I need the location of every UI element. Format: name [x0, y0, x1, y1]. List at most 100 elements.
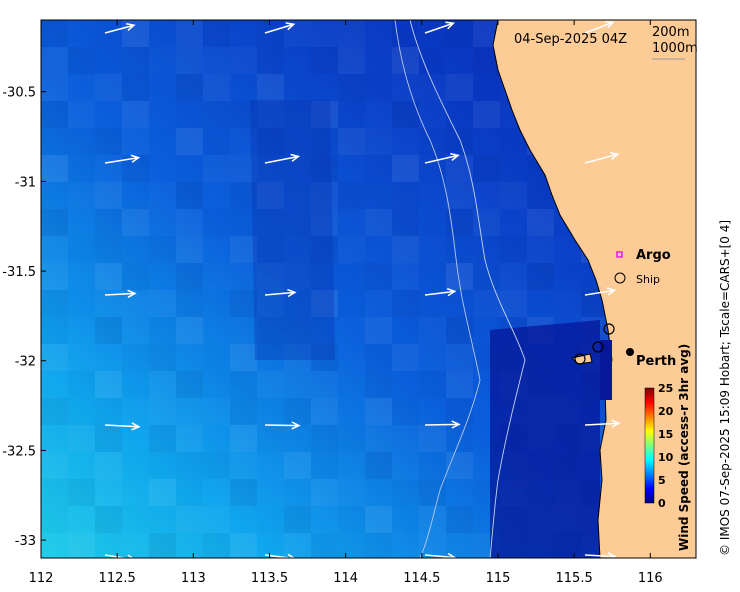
- grid-cell: [230, 398, 257, 425]
- grid-cell: [176, 371, 203, 398]
- grid-cell: [203, 128, 230, 155]
- grid-cell: [365, 425, 392, 452]
- grid-cell: [230, 371, 257, 398]
- grid-cell: [365, 236, 392, 263]
- grid-cell: [365, 128, 392, 155]
- grid-cell: [41, 371, 68, 398]
- y-tick-label: -31: [15, 175, 36, 190]
- grid-cell: [419, 533, 446, 558]
- colorbar-label: Wind Speed (access-r 3hr avg): [677, 344, 691, 551]
- grid-cell: [311, 344, 338, 371]
- grid-cell: [122, 20, 149, 47]
- x-tick-label: 113.5: [251, 571, 288, 586]
- grid-cell: [338, 371, 365, 398]
- grid-cell: [230, 344, 257, 371]
- grid-cell: [68, 371, 95, 398]
- grid-cell: [149, 452, 176, 479]
- grid-cell: [68, 452, 95, 479]
- grid-cell: [392, 263, 419, 290]
- grid-cell: [41, 425, 68, 452]
- grid-cell: [41, 479, 68, 506]
- x-tick-label: 115: [486, 571, 511, 586]
- grid-cell: [284, 533, 311, 560]
- grid-cell: [122, 101, 149, 128]
- grid-cell: [473, 236, 500, 263]
- grid-cell: [419, 398, 446, 425]
- y-tick-label: -32: [15, 355, 36, 370]
- grid-cell: [554, 290, 581, 317]
- grid-cell: [419, 20, 446, 47]
- grid-cell: [95, 479, 122, 506]
- grid-cell: [284, 452, 311, 479]
- x-tick-label: 115.5: [556, 571, 593, 586]
- grid-cell: [527, 263, 554, 290]
- arrow-icon: [424, 420, 461, 429]
- grid-cell: [473, 209, 500, 236]
- grid-cell: [446, 209, 473, 236]
- grid-cell: [500, 290, 527, 317]
- grid-cell: [311, 20, 338, 47]
- grid-cell: [473, 128, 500, 155]
- grid-cell: [68, 479, 95, 506]
- grid-cell: [176, 506, 203, 533]
- grid-cell: [392, 47, 419, 74]
- grid-cell: [149, 398, 176, 425]
- grid-cell: [338, 425, 365, 452]
- grid-cell: [95, 398, 122, 425]
- contour-label-200m: 200m: [652, 25, 689, 40]
- grid-cell: [176, 209, 203, 236]
- grid-cell: [257, 398, 284, 425]
- colorbar-ticks: 0 5 10 15 20 25: [658, 382, 674, 510]
- grid-cell: [95, 506, 122, 533]
- grid-cell: [68, 74, 95, 101]
- grid-cell: [365, 209, 392, 236]
- grid-cell: [176, 47, 203, 74]
- grid-cell: [41, 236, 68, 263]
- arrow-icon: [104, 154, 141, 164]
- grid-cell: [392, 317, 419, 344]
- arrow-icon: [264, 288, 297, 298]
- grid-cell: [95, 155, 122, 182]
- grid-cell: [176, 128, 203, 155]
- y-tick-label: -33: [15, 534, 36, 549]
- grid-cell: [149, 128, 176, 155]
- y-tick-label: -31.5: [2, 265, 36, 280]
- grid-cell: [95, 128, 122, 155]
- grid-cell: [41, 290, 68, 317]
- grid-cell: [176, 452, 203, 479]
- grid-cell: [203, 479, 230, 506]
- grid-cell: [257, 20, 284, 47]
- grid-cell: [311, 74, 338, 101]
- grid-cell: [392, 236, 419, 263]
- arrow-icon: [104, 554, 134, 558]
- grid-cell: [149, 263, 176, 290]
- grid-cell: [176, 344, 203, 371]
- grid-cell: [176, 155, 203, 182]
- grid-cell: [230, 317, 257, 344]
- grid-cell: [122, 506, 149, 533]
- grid-cell: [365, 74, 392, 101]
- grid-cell: [392, 398, 419, 425]
- grid-cell: [365, 398, 392, 425]
- colorbar-tick-label: 10: [658, 451, 674, 464]
- square-marker-icon: [616, 251, 623, 258]
- grid-cell: [419, 263, 446, 290]
- grid-cell: [203, 209, 230, 236]
- grid-cell: [122, 479, 149, 506]
- grid-cell: [257, 479, 284, 506]
- argo-legend-label: Argo: [636, 248, 671, 263]
- grid-cell: [149, 479, 176, 506]
- grid-cell: [338, 182, 365, 209]
- grid-cell: [176, 101, 203, 128]
- grid-cell: [338, 128, 365, 155]
- contour-200m: [409, 20, 526, 558]
- grid-cell: [122, 371, 149, 398]
- grid-cell: [284, 398, 311, 425]
- grid-cell: [68, 344, 95, 371]
- grid-cell: [122, 452, 149, 479]
- arrow-icon: [104, 422, 141, 431]
- grid-cell: [338, 47, 365, 74]
- grid-cell: [257, 236, 284, 263]
- grid-cell: [419, 317, 446, 344]
- arrow-icon: [424, 152, 460, 164]
